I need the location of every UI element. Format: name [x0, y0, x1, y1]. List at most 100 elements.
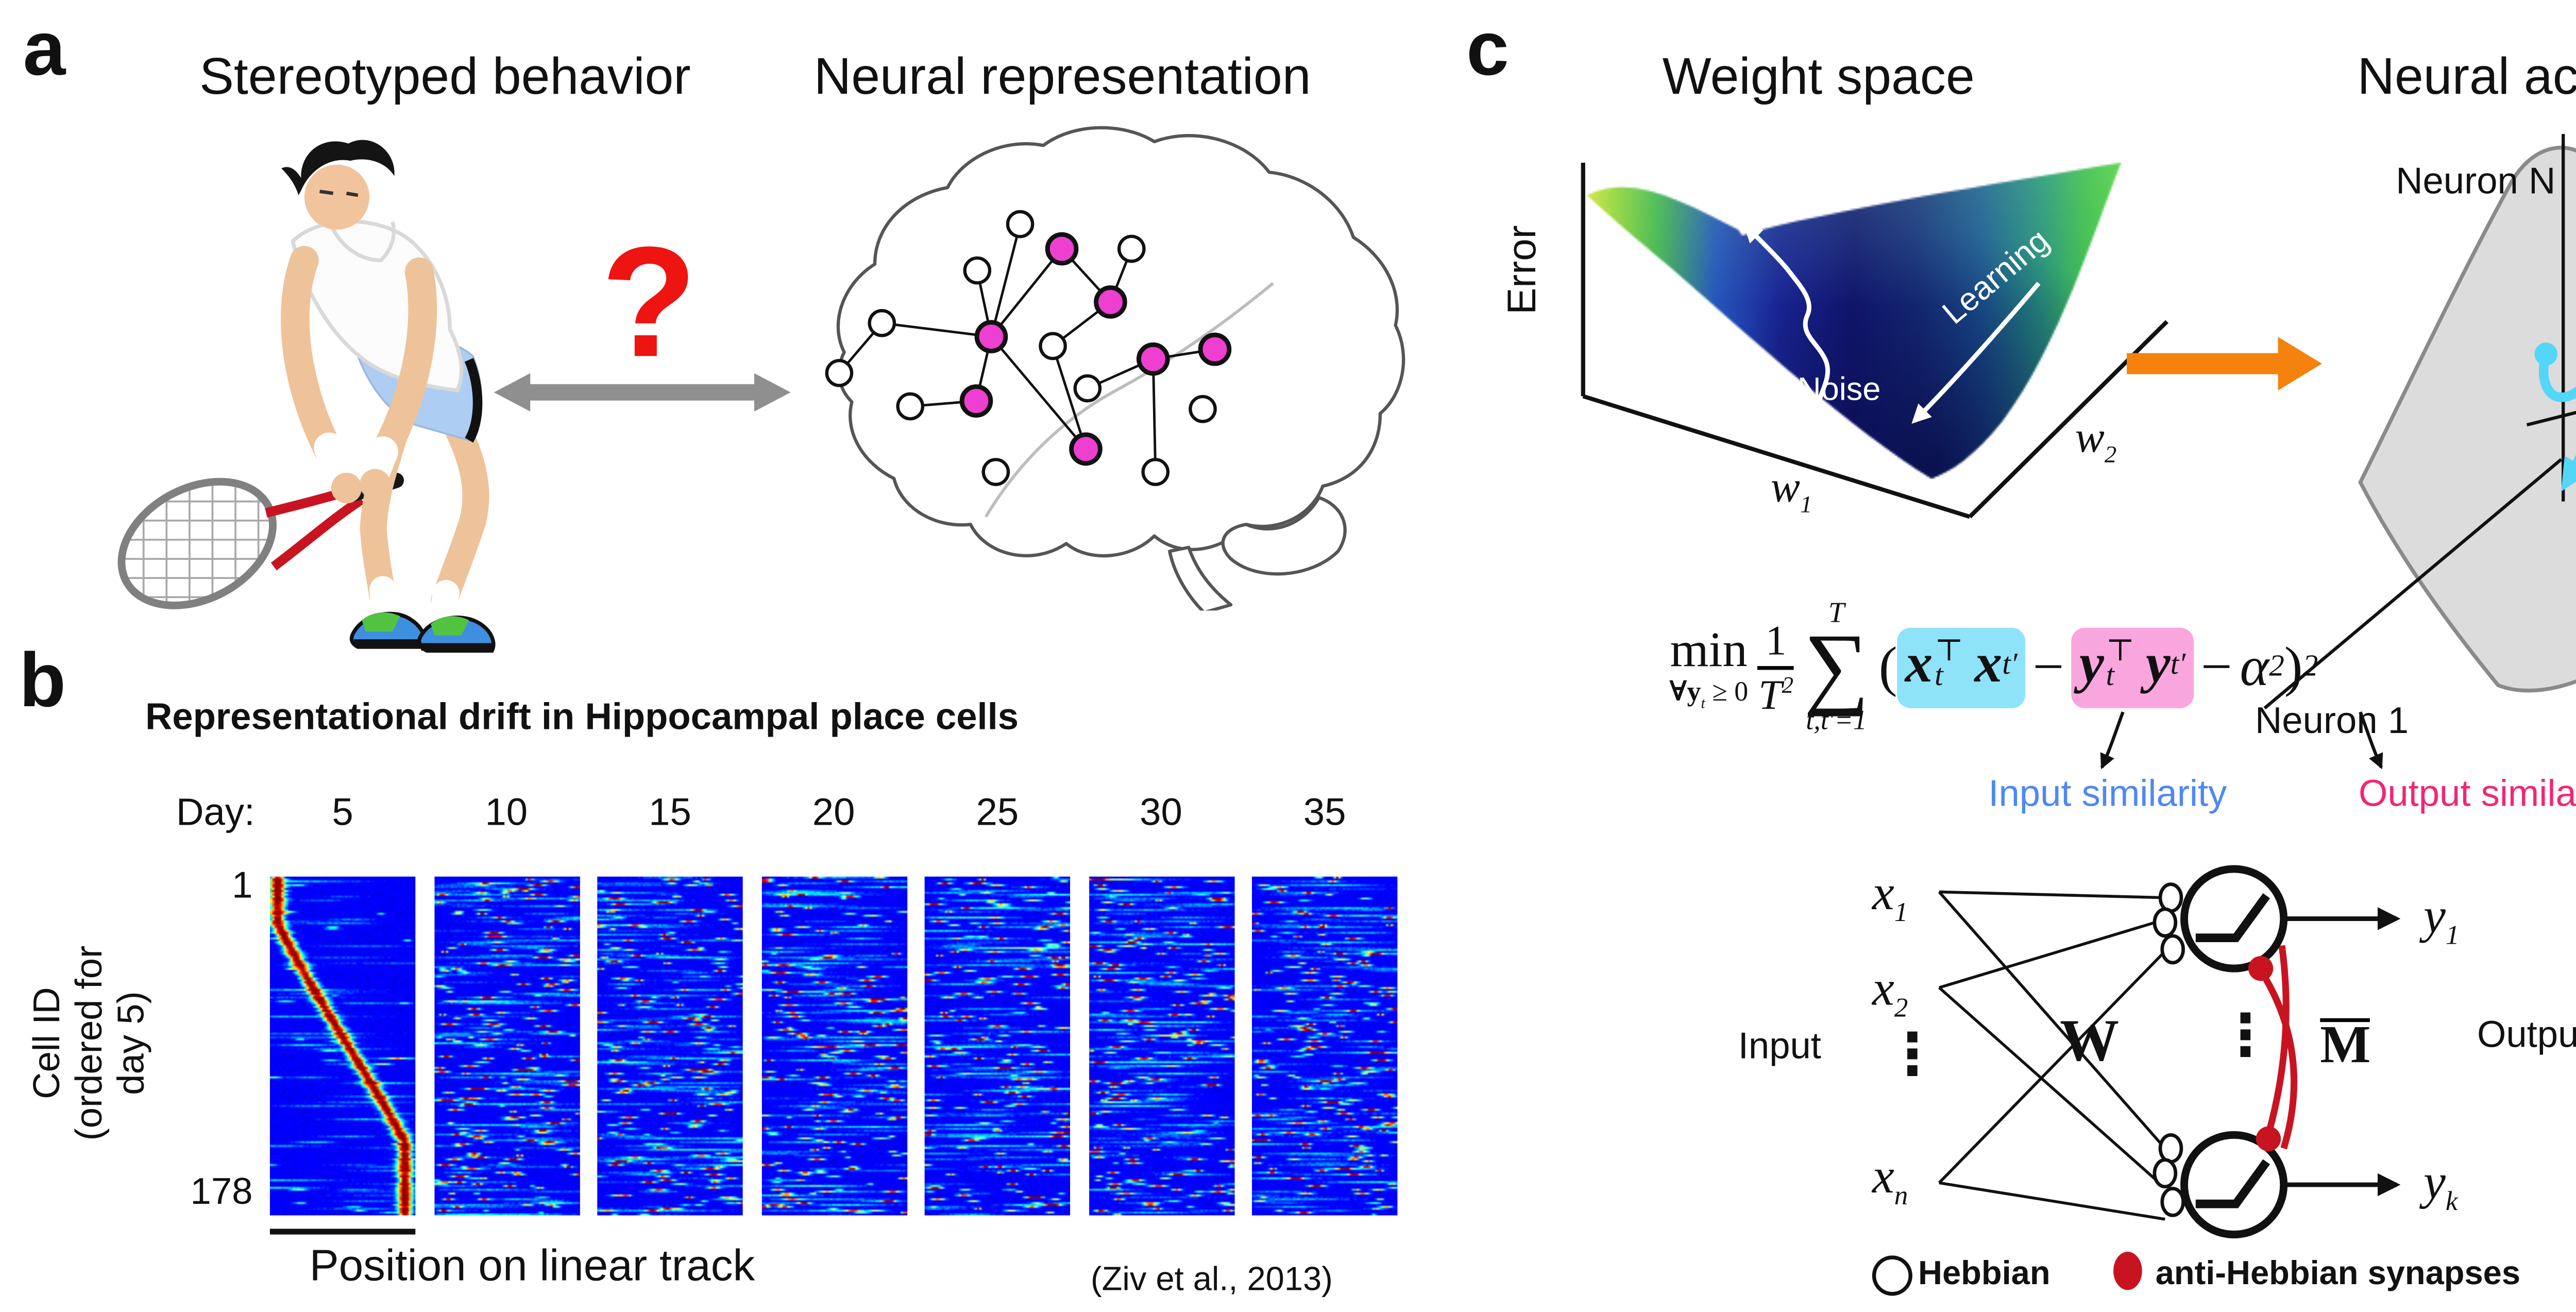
cell-id-axis-label: Cell ID (ordered for day 5): [27, 884, 153, 1202]
forall-sub: t: [1701, 694, 1705, 711]
outer-exp: 2: [2302, 651, 2318, 684]
w1-sub: 1: [1800, 491, 1812, 518]
neuron-n-axis-label: Neuron N: [2396, 161, 2556, 203]
geq-zero: ≥ 0: [1712, 677, 1749, 708]
anti-hebbian-connections: [2258, 945, 2298, 1150]
cell-id-last: 178: [190, 1171, 253, 1214]
brain-outline: [836, 126, 1405, 611]
player-head: [281, 140, 395, 230]
panel-letter-c: c: [1466, 7, 1509, 92]
sum-sigma: ∑: [1803, 616, 1870, 718]
lparen: (: [1878, 636, 1897, 698]
brain-network-illustration: [825, 126, 1405, 611]
day-tick: 35: [1303, 792, 1346, 835]
learning-arrow: [1911, 282, 2041, 424]
drift-title: Representational drift in Hippocampal pl…: [145, 696, 1019, 739]
y1-sub: 1: [2445, 921, 2460, 952]
x2-label: x2: [1872, 961, 1908, 1026]
yk-base: y: [2423, 1154, 2446, 1210]
equation-sum: T ∑ t,t′=1: [1803, 599, 1870, 736]
w1-axis-label: w1: [1771, 463, 1812, 520]
hebbian-synapse-icons: [2153, 882, 2185, 1217]
heatmap-panel: [433, 876, 579, 1216]
w2-axis-label: w2: [2075, 414, 2117, 470]
min-operator: min: [1670, 621, 1748, 677]
input-similarity-label: Input similarity: [1988, 773, 2227, 815]
m-bar: M: [2320, 1016, 2371, 1076]
w1-base: w: [1770, 463, 1800, 512]
heatmap-panel: [1252, 876, 1398, 1216]
x2-base: x: [1872, 961, 1894, 1016]
noise-annotation: Noise: [1797, 371, 1881, 408]
minus-2: −: [2200, 636, 2232, 698]
noise-arrow: [1743, 223, 1830, 428]
day-tick: 20: [812, 792, 855, 835]
annotation-arrows: [2100, 711, 2383, 770]
question-mark: ?: [601, 216, 697, 390]
day-tick: 25: [976, 792, 1019, 835]
y1-base: y: [2423, 888, 2446, 944]
player-arms: [281, 246, 437, 504]
rparen: ): [2284, 636, 2303, 698]
x1-base: x: [1872, 865, 1894, 921]
legend-anti-hebbian-label: anti-Hebbian synapses: [2155, 1253, 2521, 1292]
y-sub-t: t: [2106, 659, 2114, 692]
panel-c-overlay: [1581, 134, 2576, 710]
hidden-vdots: ⋮: [2216, 1002, 2275, 1070]
output-similarity-label: Output similarity: [2358, 773, 2576, 815]
brain-fissure-line: [984, 282, 1274, 518]
error-axis-label: Error: [1501, 225, 1545, 315]
sum-upper-limit: T: [1828, 599, 1845, 630]
transpose-2: ⊤: [2106, 635, 2135, 668]
network-diagram: [1938, 865, 2401, 1238]
scale-bar: [269, 1229, 416, 1235]
x-tprime: x: [1974, 634, 2003, 695]
output-neuron-top: [2180, 865, 2288, 973]
xn-base: x: [1872, 1148, 1894, 1204]
neural-trajectory: [2534, 343, 2576, 492]
y-t: y: [2079, 634, 2104, 695]
heatmap-panel: [269, 876, 416, 1216]
frac-den-exp: 2: [1782, 672, 1794, 699]
neuron-1-axis-label: Neuron 1: [2255, 700, 2409, 743]
y1-label: y1: [2424, 888, 2459, 953]
day-tick: 15: [649, 792, 691, 835]
network-output-label: Output: [2477, 1014, 2576, 1057]
heatmap-panel: [597, 876, 743, 1216]
yk-label: yk: [2424, 1154, 2458, 1220]
heatmap-panel: [924, 876, 1071, 1216]
day-axis-label: Day:: [176, 792, 255, 835]
forall-y: ∀y: [1669, 677, 1701, 708]
neuron-axes: [2263, 134, 2576, 710]
lateral-matrix-label: M: [2320, 1016, 2371, 1078]
relu-icon: [2195, 893, 2270, 943]
neural-title: Neural representation: [814, 47, 1311, 106]
transpose: ⊤: [1935, 635, 1963, 668]
output-similarity-term: y ⊤ t y t′: [2072, 628, 2193, 709]
panel-letter-b: b: [19, 639, 66, 724]
activity-space-title: Neural activity space: [2357, 47, 2576, 106]
alpha-exp: 2: [2269, 651, 2284, 684]
equation-min-block: min ∀yt ≥ 0: [1669, 621, 1749, 711]
position-axis-label: Position on linear track: [309, 1240, 755, 1290]
cell-id-axis-line3: day 5): [111, 991, 154, 1095]
day-tick: 30: [1140, 792, 1182, 835]
objective-equation: min ∀yt ≥ 0 1 T2 T ∑ t,t′=1 (x ⊤ t x t′ − y ⊤ t…: [1669, 599, 2318, 736]
inactive-neuron-nodes: [825, 210, 1217, 486]
xn-label: xn: [1872, 1148, 1908, 1214]
behavior-title: Stereotyped behavior: [199, 47, 691, 106]
legend-anti-hebbian-marker: [2113, 1252, 2142, 1290]
input-vdots: ⋮: [1884, 1022, 1941, 1089]
x1-sub: 1: [1894, 898, 1908, 929]
active-neuron-nodes: [959, 232, 1232, 466]
x2-sub: 2: [1894, 994, 1908, 1025]
fraction-denominator: T2: [1758, 670, 1793, 716]
cell-id-axis-line1: Cell ID: [27, 987, 69, 1099]
cell-id-first: 1: [232, 865, 253, 908]
x-sub-tprime: t′: [2002, 648, 2018, 681]
y-tprime: y: [2145, 634, 2171, 695]
output-arrows: [2283, 907, 2401, 1197]
legend-hebbian-marker: [1872, 1255, 1912, 1296]
weight-matrix-label: W: [2059, 1007, 2120, 1074]
